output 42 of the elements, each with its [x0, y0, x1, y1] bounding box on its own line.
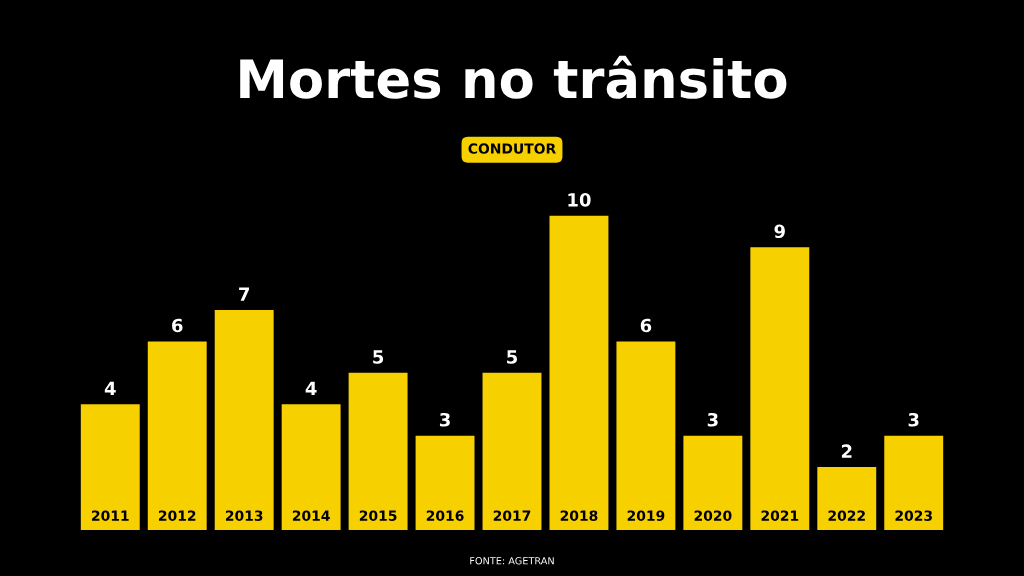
x-tick-label: 2017: [493, 510, 531, 521]
chart-title: Mortes no trânsito: [240, 55, 787, 99]
bar: [884, 435, 944, 530]
data-label: 10: [568, 193, 591, 207]
bar: [683, 435, 743, 530]
data-label: 5: [373, 350, 384, 364]
bar: [482, 372, 542, 530]
data-label: 3: [439, 412, 450, 427]
x-tick-label: 2011: [92, 510, 129, 521]
bar: [80, 404, 140, 530]
data-label: 3: [707, 412, 718, 427]
x-tick-label: 2015: [359, 510, 397, 521]
bar: [750, 247, 810, 530]
bar: [147, 341, 207, 530]
bar: [817, 467, 877, 530]
data-label: 7: [239, 287, 250, 301]
data-label: 4: [305, 381, 317, 395]
bar: [281, 404, 341, 530]
x-tick-label: 2021: [761, 510, 799, 521]
x-tick-label: 2019: [627, 510, 665, 521]
data-label: 2: [841, 444, 852, 458]
x-tick-label: 2013: [225, 510, 263, 521]
data-label: 5: [507, 350, 518, 364]
chart-subtitle: CONDUTOR: [468, 143, 556, 154]
bar: [415, 435, 475, 530]
x-tick-label: 2012: [159, 510, 196, 521]
x-tick-label: 2016: [426, 510, 464, 521]
x-tick-label: 2018: [560, 510, 598, 521]
source-note: FONTE: AGETRAN: [470, 557, 554, 565]
data-label: 4: [104, 381, 116, 395]
x-tick-label: 2020: [694, 510, 732, 521]
x-tick-label: 2014: [292, 510, 330, 521]
bar: [348, 372, 408, 530]
x-tick-label: 2023: [895, 510, 932, 521]
bar: [616, 341, 676, 530]
x-tick-label: 2022: [828, 510, 865, 521]
data-label: 3: [908, 412, 919, 427]
bar: [214, 309, 274, 530]
data-label: 6: [172, 318, 183, 333]
bar: [549, 215, 609, 530]
data-label: 9: [774, 224, 785, 239]
data-label: 6: [640, 318, 652, 333]
